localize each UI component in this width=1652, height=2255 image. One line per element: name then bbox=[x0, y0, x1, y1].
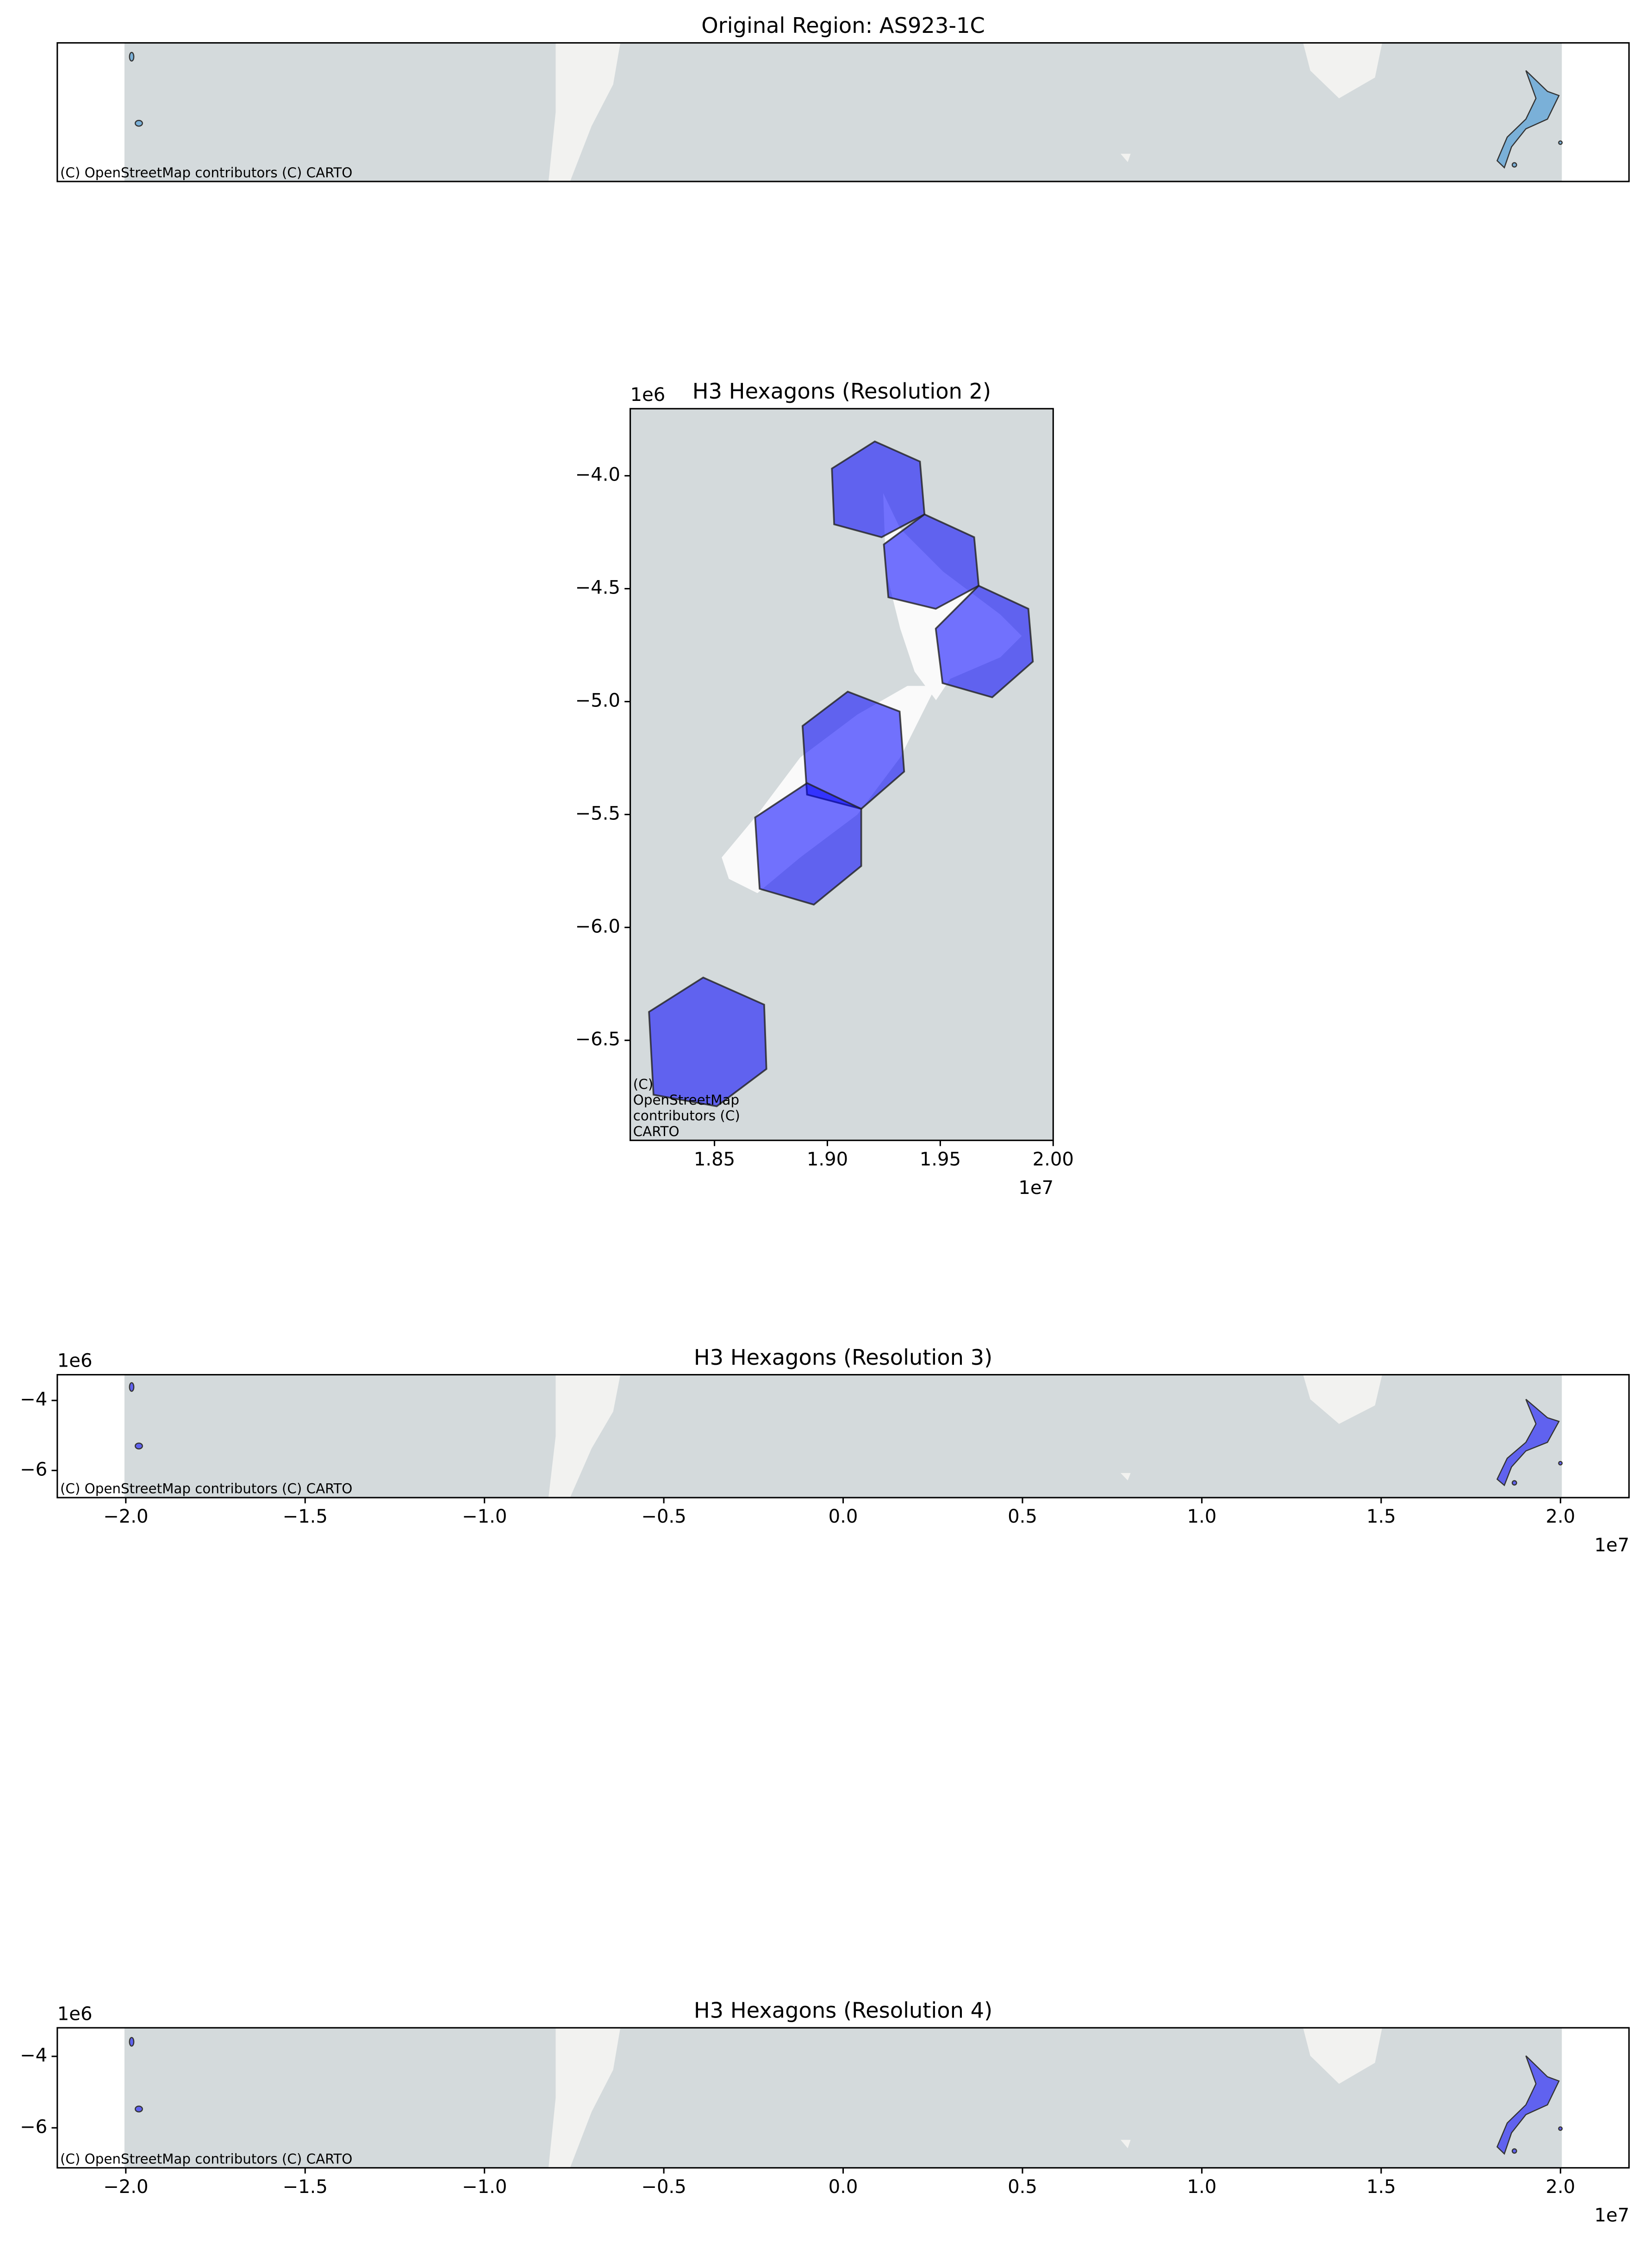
x-tick-label: 2.00 bbox=[1033, 1149, 1074, 1170]
region-shape bbox=[129, 52, 135, 62]
y-tick-label: −4 bbox=[20, 2045, 47, 2066]
land bbox=[1120, 1473, 1131, 1480]
x-offset-label: 1e7 bbox=[1018, 1177, 1054, 1199]
region-shape bbox=[1511, 162, 1517, 168]
attribution: (C) OpenStreetMap contributors (C) CARTO bbox=[60, 1482, 353, 1498]
x-tick-label: 1.5 bbox=[1366, 1506, 1396, 1527]
land bbox=[1303, 1374, 1383, 1424]
attribution-box: (C) OpenStreetMap contributors (C) CARTO bbox=[633, 1077, 740, 1141]
panel-title: H3 Hexagons (Resolution 3) bbox=[694, 1345, 992, 1370]
attribution-box: (C) OpenStreetMap contributors (C) CARTO bbox=[60, 1482, 353, 1498]
x-tick-label: 0.0 bbox=[829, 2176, 858, 2198]
hexagon bbox=[754, 782, 862, 906]
x-tick-label: 0.5 bbox=[1008, 1506, 1037, 1527]
x-tick-label: −2.0 bbox=[103, 2176, 148, 2198]
region-shape bbox=[1496, 70, 1560, 169]
region-shape bbox=[134, 119, 143, 127]
hexagon bbox=[883, 513, 980, 610]
land bbox=[1120, 154, 1131, 162]
x-offset-label: 1e7 bbox=[1594, 2205, 1629, 2226]
x-tick-label: −0.5 bbox=[641, 1506, 686, 1527]
map-panel bbox=[124, 2028, 1563, 2168]
panel-title: Original Region: AS923-1C bbox=[701, 13, 985, 38]
y-offset-label: 1e6 bbox=[57, 1350, 93, 1372]
land bbox=[548, 43, 621, 182]
x-tick-label: 2.0 bbox=[1546, 1506, 1575, 1527]
hexagon bbox=[648, 976, 767, 1107]
region-shape bbox=[1558, 2126, 1563, 2131]
region-shape bbox=[1496, 1399, 1560, 1487]
attribution-box: (C) OpenStreetMap contributors (C) CARTO bbox=[60, 166, 353, 182]
map-panel bbox=[124, 1374, 1563, 1498]
attribution: (C) OpenStreetMap contributors (C) CARTO bbox=[60, 166, 353, 182]
x-tick-label: 0.5 bbox=[1008, 2176, 1037, 2198]
x-tick-label: −0.5 bbox=[641, 2176, 686, 2198]
y-tick-label: −4 bbox=[20, 1389, 47, 1410]
hexagon bbox=[935, 585, 1034, 699]
x-tick-label: 1.85 bbox=[694, 1149, 735, 1170]
y-tick-label: −6.0 bbox=[575, 916, 620, 937]
land bbox=[1303, 2028, 1383, 2084]
y-tick-label: −6 bbox=[20, 1459, 47, 1480]
x-tick-label: 0.0 bbox=[829, 1506, 858, 1527]
y-tick-label: −5.0 bbox=[575, 690, 620, 711]
y-offset-label: 1e6 bbox=[630, 384, 666, 406]
y-offset-label: 1e6 bbox=[57, 2003, 93, 2024]
x-tick-label: 1.90 bbox=[807, 1149, 848, 1170]
x-tick-label: 1.0 bbox=[1187, 1506, 1217, 1527]
land bbox=[548, 2028, 621, 2168]
region-shape bbox=[134, 2105, 143, 2113]
attribution-box: (C) OpenStreetMap contributors (C) CARTO bbox=[60, 2152, 353, 2168]
region-shape bbox=[134, 1443, 143, 1449]
map-panel bbox=[124, 43, 1563, 182]
hexagon bbox=[831, 440, 926, 538]
y-tick-label: −6.5 bbox=[575, 1029, 620, 1050]
region-shape bbox=[129, 2036, 135, 2047]
land bbox=[1303, 43, 1383, 99]
x-tick-label: −1.0 bbox=[462, 1506, 507, 1527]
map-panel bbox=[630, 408, 1054, 1141]
panel-title: H3 Hexagons (Resolution 4) bbox=[694, 1998, 992, 2023]
x-tick-label: −2.0 bbox=[103, 1506, 148, 1527]
y-tick-label: −5.5 bbox=[575, 803, 620, 824]
land bbox=[548, 1374, 621, 1498]
panel-title: H3 Hexagons (Resolution 2) bbox=[692, 379, 991, 404]
region-shape bbox=[1558, 1461, 1563, 1466]
land bbox=[1120, 2140, 1131, 2149]
axes-frame bbox=[56, 42, 1630, 182]
region-shape bbox=[129, 1382, 135, 1392]
attribution: (C) OpenStreetMap contributors (C) CARTO bbox=[633, 1077, 740, 1141]
x-tick-label: −1.5 bbox=[283, 2176, 328, 2198]
y-tick-label: −6 bbox=[20, 2116, 47, 2137]
y-tick-label: −4.0 bbox=[575, 464, 620, 486]
y-tick-label: −4.5 bbox=[575, 577, 620, 599]
region-shape bbox=[1511, 2148, 1517, 2154]
x-tick-label: −1.5 bbox=[283, 1506, 328, 1527]
region-shape bbox=[1558, 140, 1563, 145]
attribution: (C) OpenStreetMap contributors (C) CARTO bbox=[60, 2152, 353, 2168]
x-offset-label: 1e7 bbox=[1594, 1535, 1629, 1556]
x-tick-label: 2.0 bbox=[1546, 2176, 1575, 2198]
x-tick-label: −1.0 bbox=[462, 2176, 507, 2198]
x-tick-label: 1.95 bbox=[920, 1149, 961, 1170]
region-shape bbox=[1511, 1480, 1517, 1486]
region-shape bbox=[1496, 2055, 1560, 2155]
x-tick-label: 1.5 bbox=[1366, 2176, 1396, 2198]
x-tick-label: 1.0 bbox=[1187, 2176, 1217, 2198]
axes-frame bbox=[630, 408, 1054, 1141]
